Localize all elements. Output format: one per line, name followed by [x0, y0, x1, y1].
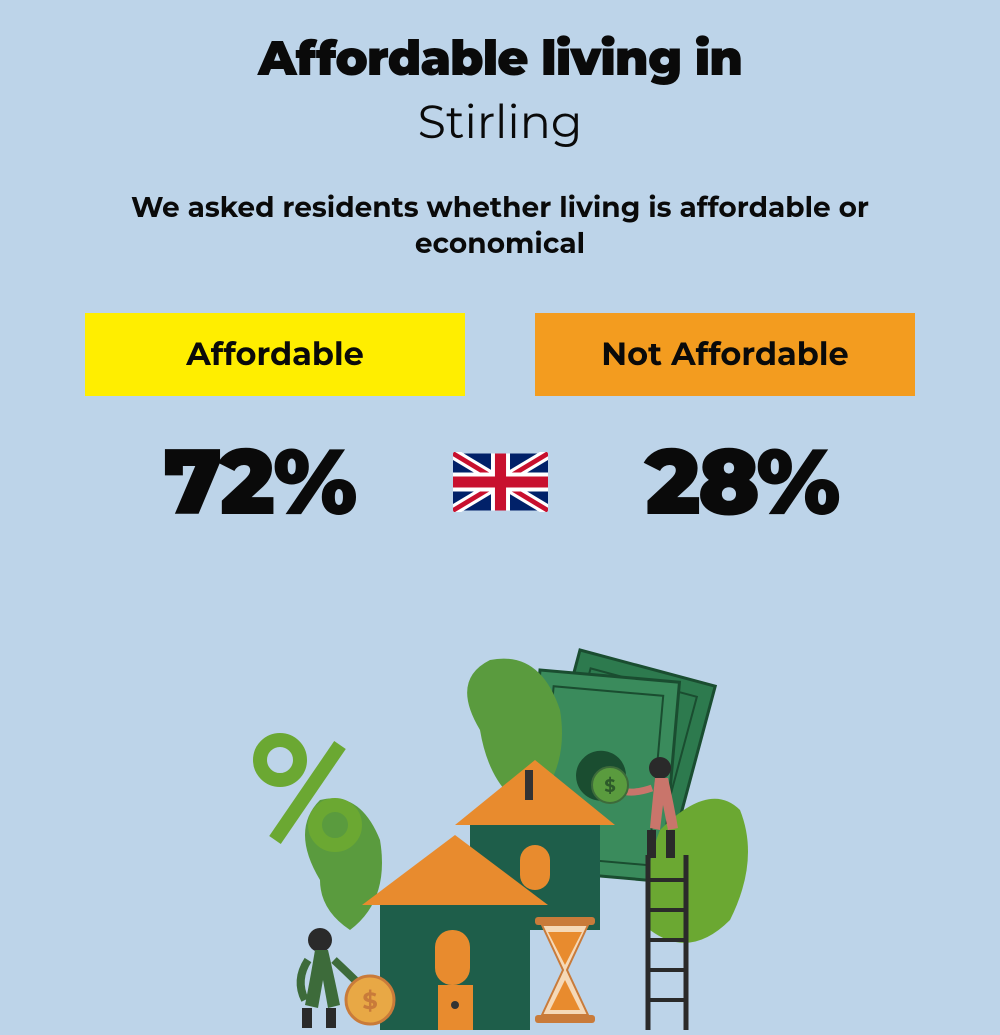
labels-row: Affordable Not Affordable [0, 313, 1000, 396]
title-main: Affordable living in [0, 30, 1000, 88]
svg-text:$: $ [604, 775, 615, 797]
person-left-icon: $ [301, 928, 394, 1028]
uk-flag-icon [453, 452, 548, 512]
svg-text:$: $ [362, 987, 377, 1016]
not-affordable-label: Not Affordable [535, 313, 915, 396]
percentages-row: 72% 28% [0, 426, 1000, 538]
subtitle: We asked residents whether living is aff… [0, 190, 1000, 263]
affordable-percent: 72% [80, 426, 438, 538]
header: Affordable living in Stirling [0, 0, 1000, 150]
housing-illustration: $ $ [200, 630, 800, 1030]
affordable-label: Affordable [85, 313, 465, 396]
hourglass-icon [535, 917, 595, 1023]
title-city: Stirling [0, 93, 1000, 150]
not-affordable-percent: 28% [563, 426, 921, 538]
